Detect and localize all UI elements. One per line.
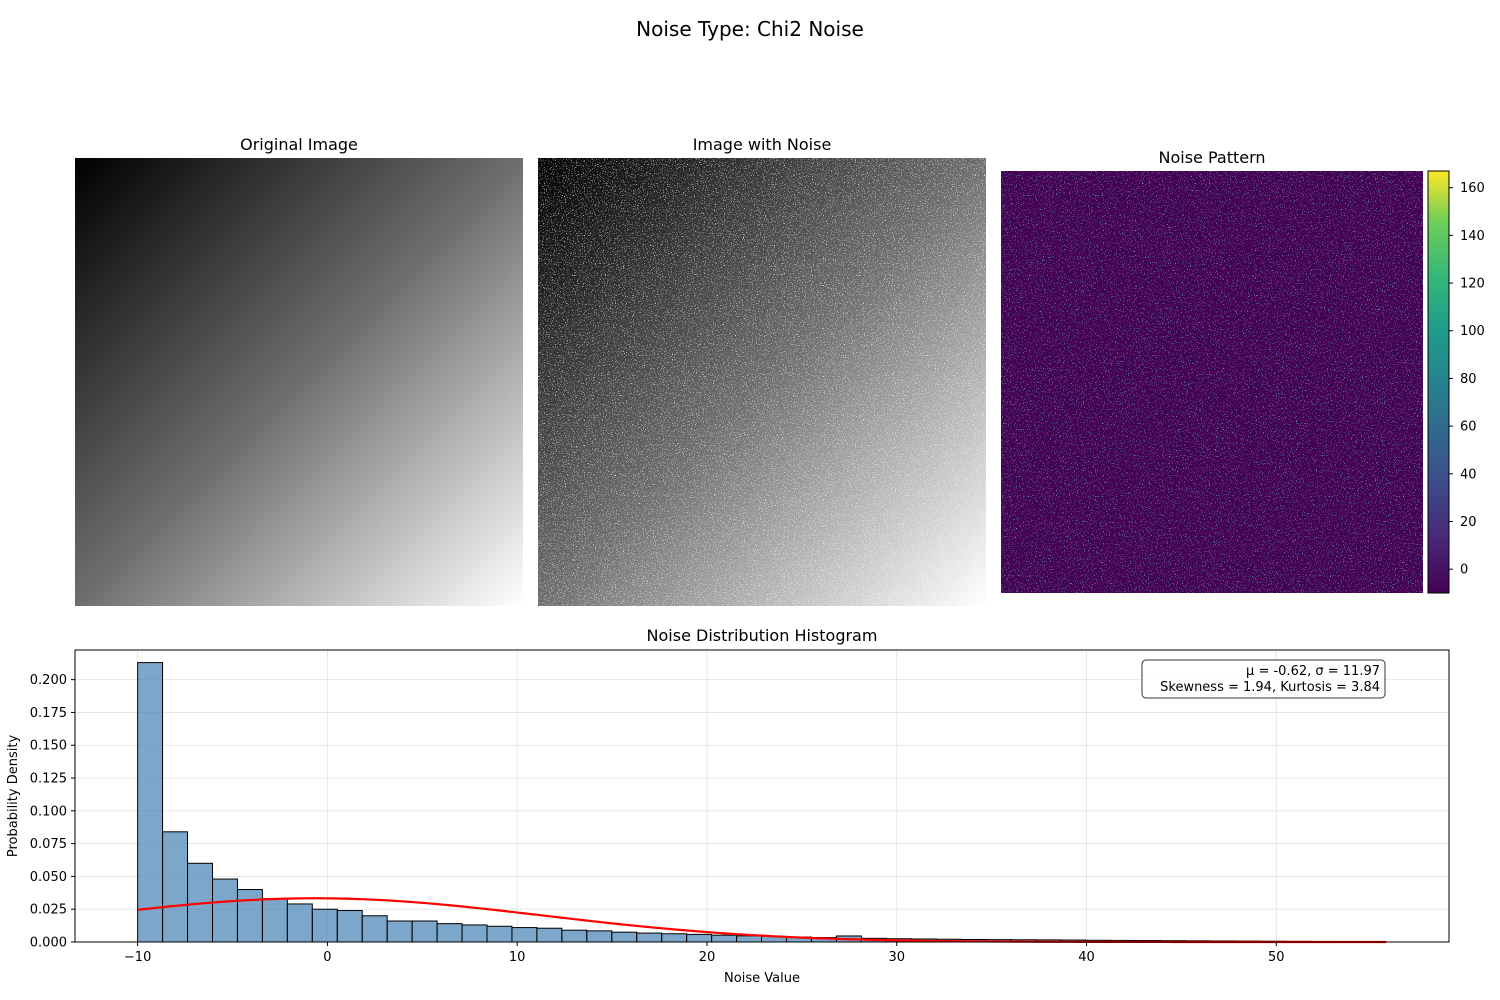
histogram-bar [736,935,763,943]
histogram-bar [461,924,488,943]
histogram-bar [211,878,238,943]
original-image [75,158,523,606]
histogram-bar [137,662,164,943]
noise-pattern-speckle [1001,171,1423,593]
noise-pattern-panel: Noise Pattern 0 20 40 60 80 100 120 140 160 [1001,148,1485,594]
noisy-image-panel: Image with Noise [538,135,986,606]
y-tick-label: 0.025 [30,903,67,918]
x-tick-label: 50 [1268,950,1285,965]
stats-box-line1: μ = -0.62, σ = 11.97 [1246,664,1380,679]
y-tick-label: 0.175 [30,706,67,721]
y-axis-label: Probability Density [6,735,21,858]
histogram-bar [636,932,663,943]
colorbar-tick-label: 0 [1460,563,1468,578]
colorbar-gradient [1427,170,1450,594]
histogram-bar [486,925,513,943]
y-tick-label: 0.200 [30,673,67,688]
histogram-bar [586,930,613,943]
histogram-bar [336,910,363,943]
noisy-image-speckle [538,158,986,606]
noisy-image-title: Image with Noise [693,135,832,154]
histogram-bar [162,831,189,943]
original-image-title: Original Image [240,135,358,154]
histogram-bars [137,662,1386,943]
x-tick-label: 0 [323,950,331,965]
histogram-bar [411,920,438,943]
noise-pattern-title: Noise Pattern [1158,148,1265,167]
histogram-bar [436,923,463,943]
histogram-bar [236,889,263,943]
histogram-bar [511,927,538,943]
colorbar-ticks: 0 20 40 60 80 100 120 140 160 [1449,181,1485,578]
histogram-bar [286,903,313,943]
histogram-bar [561,929,588,943]
colorbar-tick-label: 40 [1460,467,1477,482]
histogram-bar [711,934,738,943]
stats-box-frame [1141,659,1386,699]
colorbar-tick-label: 60 [1460,420,1477,435]
x-tick-label: 40 [1078,950,1095,965]
histogram-bar [686,933,713,943]
x-axis-ticks: −10 0 10 20 30 40 50 [124,942,1285,965]
histogram-bar [361,915,388,943]
colorbar-tick-label: 160 [1460,181,1485,196]
y-axis-ticks: 0.000 0.025 0.050 0.075 0.100 0.125 0.150 0.175… [30,673,75,951]
colorbar-tick-label: 120 [1460,277,1485,292]
x-tick-label: 30 [888,950,905,965]
colorbar-tick-label: 80 [1460,372,1477,387]
histogram-bar [386,920,413,943]
original-image-panel: Original Image [75,135,523,606]
y-tick-label: 0.000 [30,936,67,951]
y-tick-label: 0.075 [30,837,67,852]
histogram-bar [536,927,563,943]
y-tick-label: 0.050 [30,870,67,885]
x-axis-label: Noise Value [724,971,800,986]
figure-suptitle: Noise Type: Chi2 Noise [636,17,864,41]
stats-box-line2: Skewness = 1.94, Kurtosis = 3.84 [1160,680,1380,695]
colorbar-tick-label: 100 [1460,324,1485,339]
histogram-panel: Noise Distribution Histogram −10 0 10 20 30 4… [6,626,1450,986]
histogram-bar [311,908,338,943]
stats-box: μ = -0.62, σ = 11.97 Skewness = 1.94, Ku… [1141,659,1386,699]
x-tick-label: 10 [509,950,526,965]
colorbar: 0 20 40 60 80 100 120 140 160 [1427,170,1485,594]
histogram-frame [74,649,1450,943]
y-tick-label: 0.125 [30,772,67,787]
colorbar-tick-label: 140 [1460,229,1485,244]
histogram-title: Noise Distribution Histogram [647,626,878,645]
histogram-bar [611,931,638,943]
y-tick-label: 0.150 [30,739,67,754]
histogram-bar [661,933,688,943]
x-tick-label: −10 [124,950,151,965]
y-tick-label: 0.100 [30,804,67,819]
histogram-bar [261,898,288,943]
colorbar-tick-label: 20 [1460,515,1477,530]
x-tick-label: 20 [699,950,716,965]
